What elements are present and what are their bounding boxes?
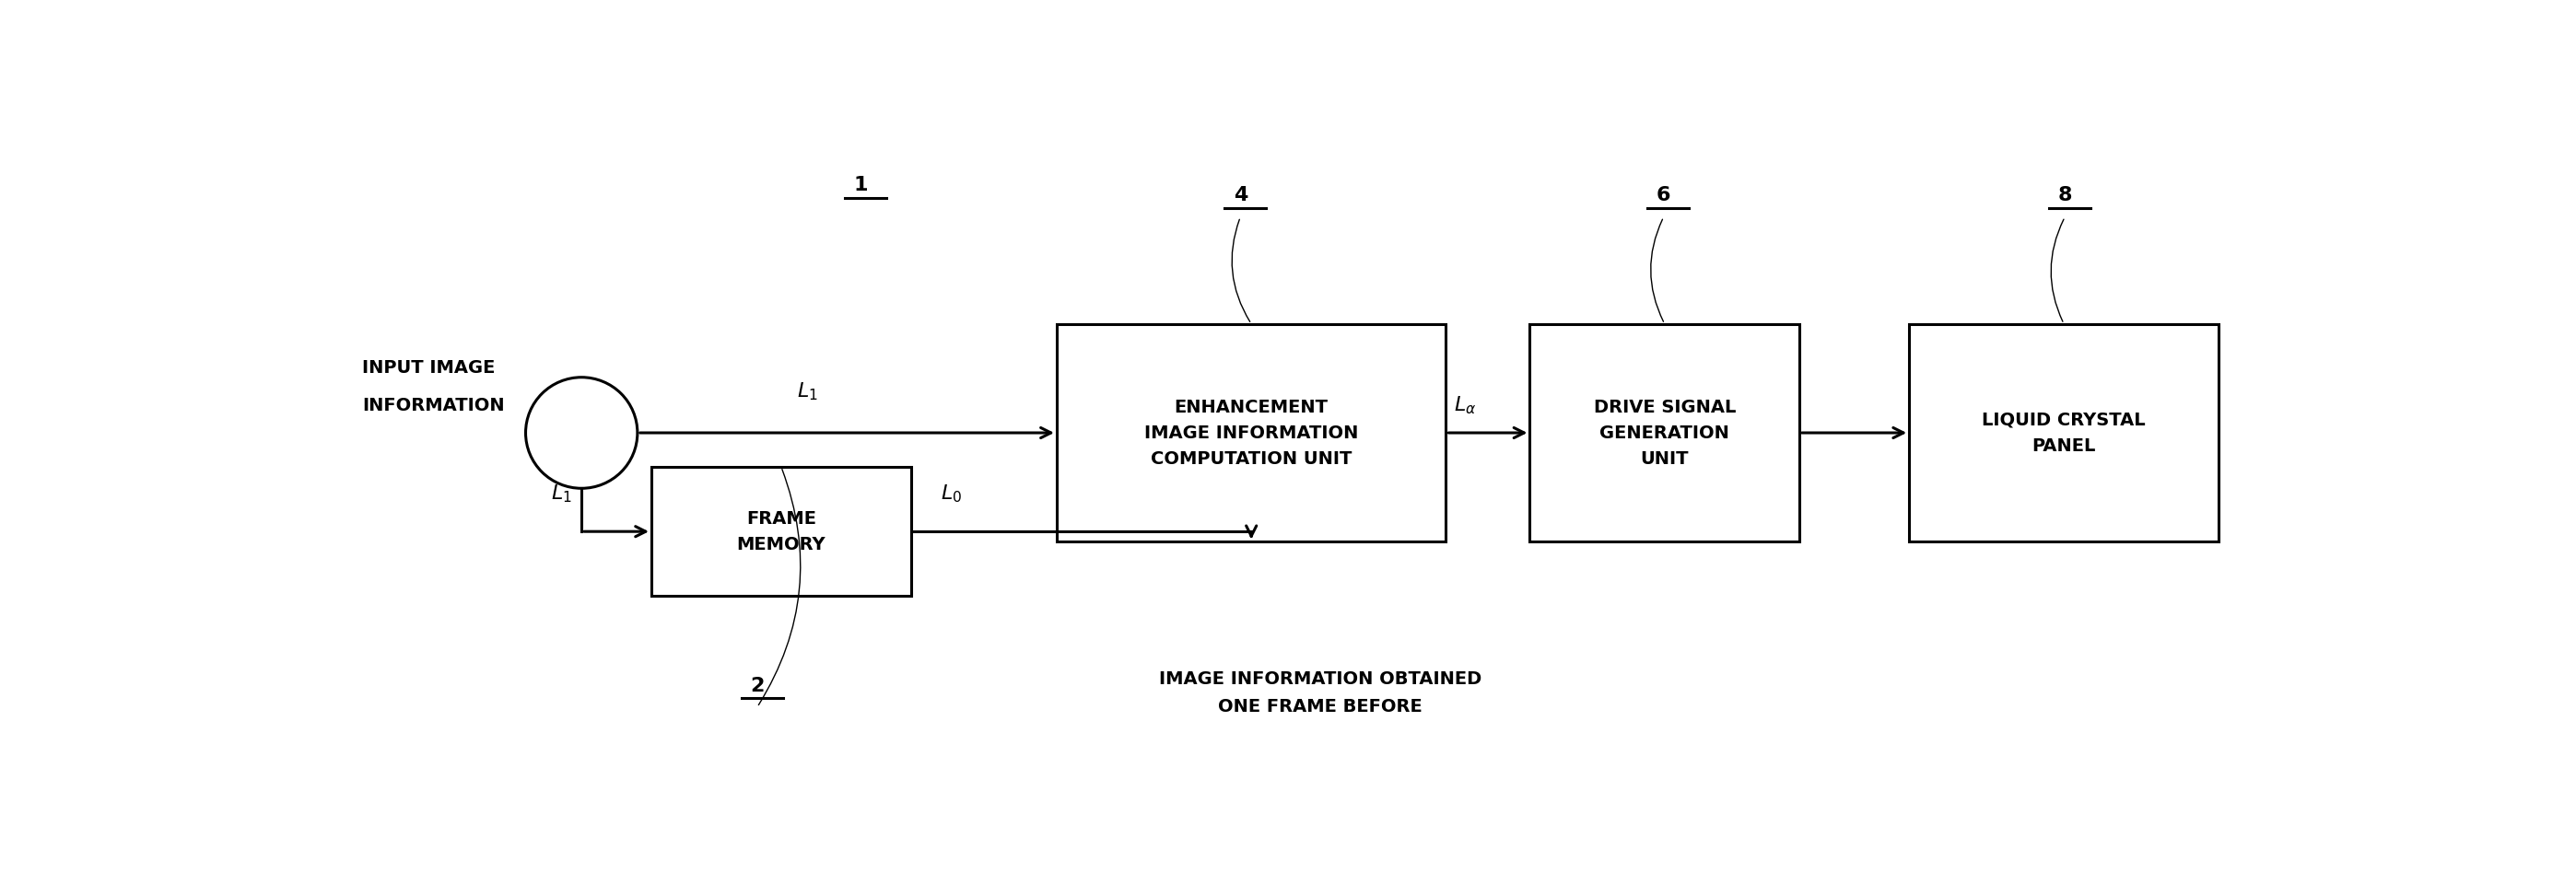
- Text: INFORMATION: INFORMATION: [361, 397, 505, 415]
- Text: 1: 1: [853, 176, 868, 194]
- Text: INPUT IMAGE: INPUT IMAGE: [361, 359, 495, 377]
- Text: 4: 4: [1234, 187, 1247, 205]
- Text: $\mathit{L}_0$: $\mathit{L}_0$: [940, 483, 963, 504]
- Text: $\mathit{L}_1$: $\mathit{L}_1$: [796, 380, 817, 402]
- Text: 6: 6: [1656, 187, 1672, 205]
- Bar: [652, 467, 912, 596]
- Bar: [1530, 324, 1798, 542]
- Text: ONE FRAME BEFORE: ONE FRAME BEFORE: [1218, 697, 1422, 715]
- Text: 2: 2: [750, 676, 765, 695]
- Text: DRIVE SIGNAL
GENERATION
UNIT: DRIVE SIGNAL GENERATION UNIT: [1595, 399, 1736, 468]
- Text: LIQUID CRYSTAL
PANEL: LIQUID CRYSTAL PANEL: [1981, 411, 2146, 454]
- Text: $\mathit{L}_1$: $\mathit{L}_1$: [551, 483, 572, 504]
- Bar: [1056, 324, 1445, 542]
- Text: $\mathit{L}_\alpha$: $\mathit{L}_\alpha$: [1453, 394, 1476, 415]
- Text: ENHANCEMENT
IMAGE INFORMATION
COMPUTATION UNIT: ENHANCEMENT IMAGE INFORMATION COMPUTATIO…: [1144, 399, 1358, 468]
- Bar: [1909, 324, 2218, 542]
- Text: IMAGE INFORMATION OBTAINED: IMAGE INFORMATION OBTAINED: [1159, 671, 1481, 688]
- Text: FRAME
MEMORY: FRAME MEMORY: [737, 510, 827, 553]
- Text: 8: 8: [2058, 187, 2071, 205]
